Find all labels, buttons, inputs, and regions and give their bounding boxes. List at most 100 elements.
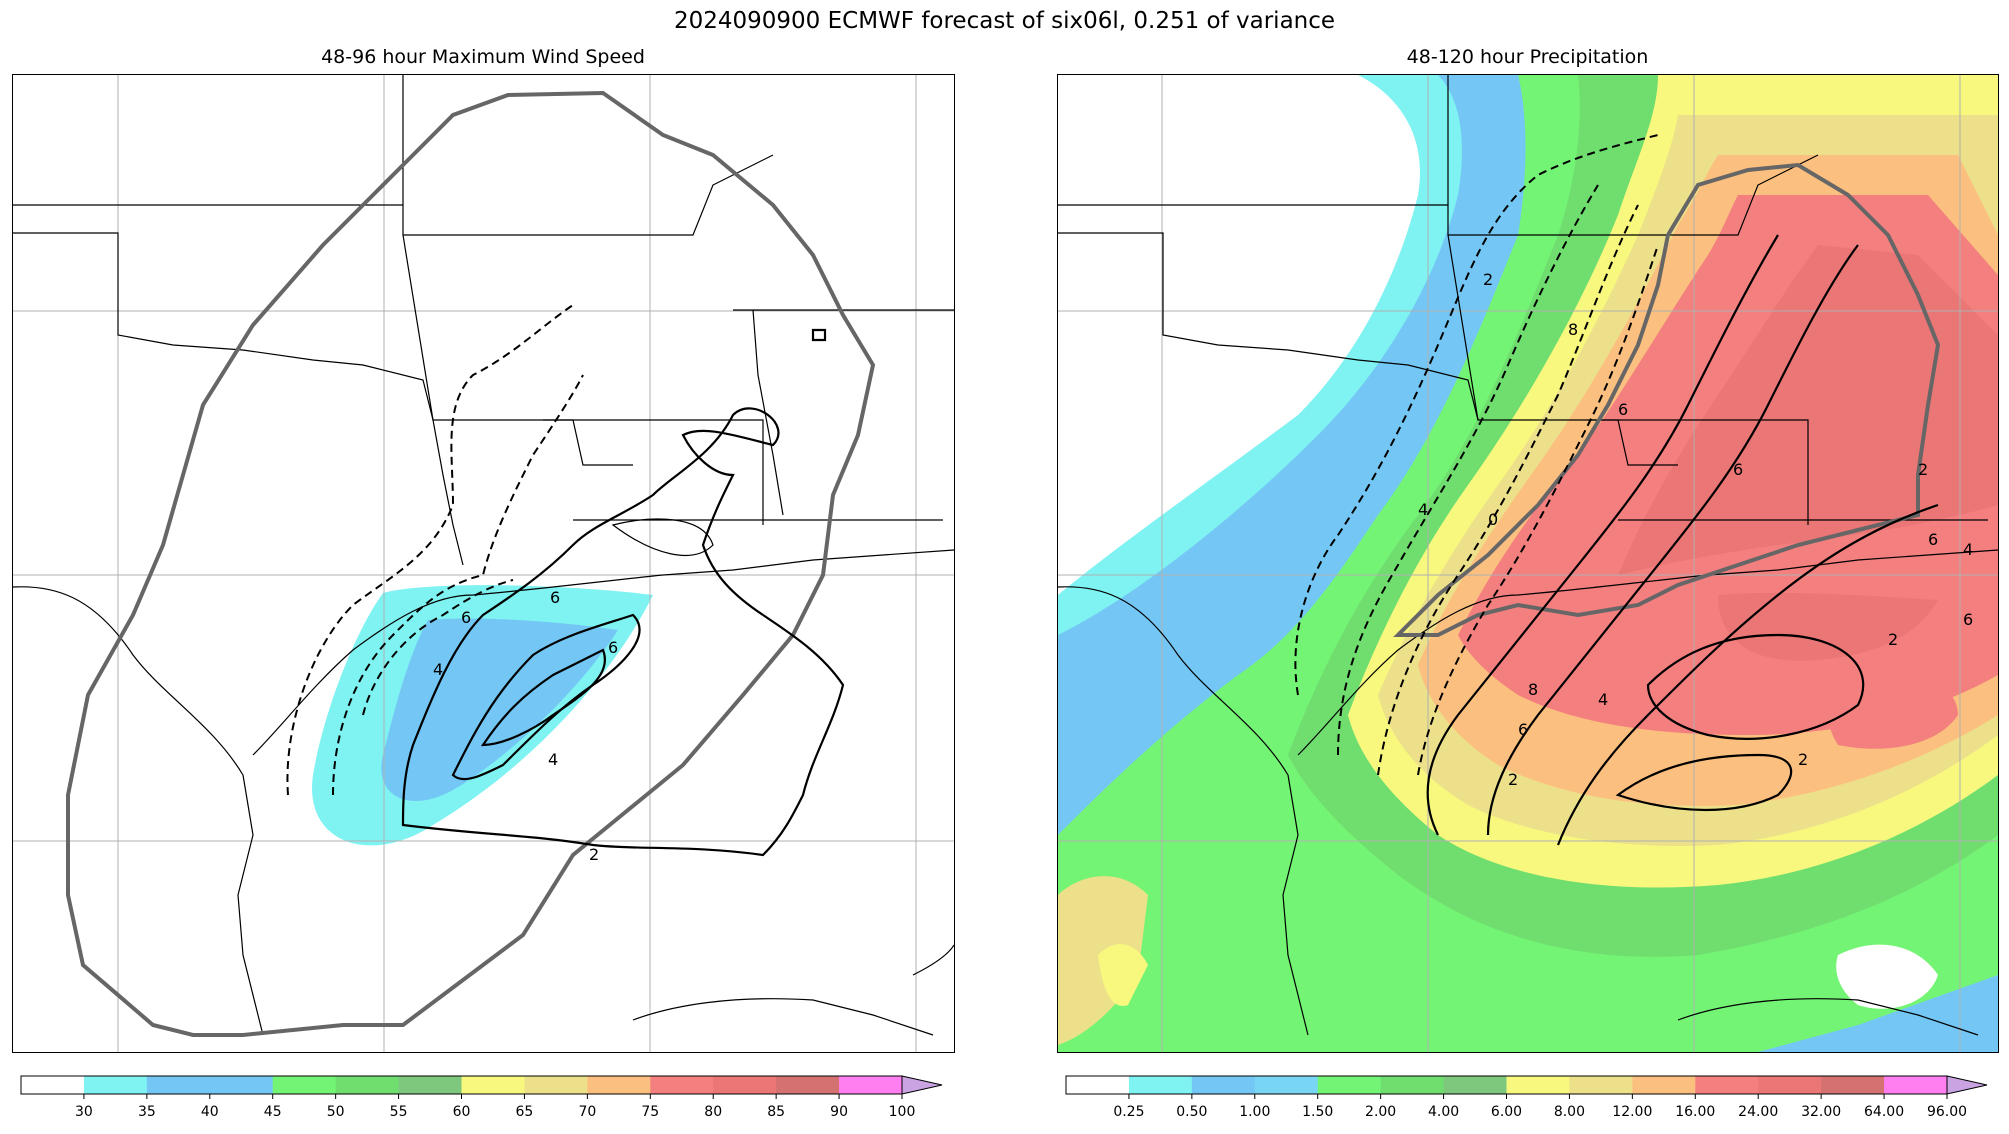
wind-colorbar-segment	[776, 1076, 840, 1094]
precip-colorbar-segment	[1317, 1076, 1382, 1094]
precip-contour-label: 0	[1488, 510, 1498, 529]
precip-colorbar-segment	[1821, 1076, 1885, 1094]
precip-solid-contours	[1426, 234, 1939, 846]
precip-contour-label: 6	[1518, 720, 1528, 739]
precip-colorbar-tick-label: 24.00	[1738, 1104, 1778, 1120]
precip-contour-label: 4	[1418, 500, 1428, 519]
wind-contour-label: 2	[589, 845, 599, 864]
wind-colorbar-segment	[21, 1076, 85, 1094]
wind-colorbar-tick-label: 70	[578, 1104, 596, 1120]
wind-colorbar-segment	[839, 1076, 903, 1094]
wind-colorbar-segment	[209, 1076, 274, 1094]
precip-colorbar: 0.25 0.50 1.00 1.50 2.00 4.00 6.00 8.00 12.00 16.…	[1065, 1075, 1988, 1126]
precip-colorbar-tick-label: 64.00	[1864, 1104, 1904, 1120]
precip-dashed-contours	[1294, 134, 1659, 776]
precip-contour-label: 2	[1508, 770, 1518, 789]
precip-colorbar-tick-label: 1.50	[1302, 1104, 1333, 1120]
precip-colorbar-tick-label: 96.00	[1927, 1104, 1967, 1120]
precip-colorbar-segment	[1506, 1076, 1570, 1094]
precip-colorbar-tick-label: 16.00	[1675, 1104, 1715, 1120]
wind-contour-label: 6	[461, 608, 471, 627]
wind-colorbar-segment	[146, 1076, 211, 1094]
wind-colorbar-tick-label: 35	[138, 1104, 156, 1120]
wind-colorbar-tick-label: 40	[201, 1104, 219, 1120]
wind-colorbar-segment	[524, 1076, 588, 1094]
precip-colorbar-segment	[1569, 1076, 1633, 1094]
precip-colorbar-tick-label: 8.00	[1554, 1104, 1585, 1120]
wind-colorbar-tick-label: 30	[75, 1104, 93, 1120]
precip-colorbar-segment	[1695, 1076, 1759, 1094]
precip-gridlines	[1058, 75, 1998, 1052]
wind-colorbar-segment	[461, 1076, 525, 1094]
precip-colorbar-tick-label: 12.00	[1612, 1104, 1652, 1120]
precip-contour-label: 2	[1918, 460, 1928, 479]
wind-contour-label: 6	[550, 588, 560, 607]
precip-colorbar-tick-label: 1.00	[1239, 1104, 1270, 1120]
wind-speed-shading	[312, 585, 653, 846]
wind-borders	[13, 75, 954, 1036]
precip-colorbar-tick-label: 4.00	[1428, 1104, 1459, 1120]
precip-colorbar-segment	[1066, 1076, 1130, 1094]
wind-colorbar-segment	[272, 1076, 337, 1094]
precip-contour-label: 6	[1618, 400, 1628, 419]
precip-shading	[1058, 75, 1998, 1052]
wind-panel-title: 48-96 hour Maximum Wind Speed	[321, 46, 645, 68]
precip-contour-label: 8	[1568, 320, 1578, 339]
wind-contour-label: 4	[433, 660, 443, 679]
wind-colorbar-extend-arrow	[901, 1075, 943, 1095]
precip-colorbar-segment	[1632, 1076, 1696, 1094]
precip-panel-title: 48-120 hour Precipitation	[1406, 46, 1649, 68]
wind-colorbar-tick-label: 60	[453, 1104, 471, 1120]
wind-colorbar-tick-label: 55	[390, 1104, 408, 1120]
precip-contour-label: 6	[1733, 460, 1743, 479]
precip-contour-labels: 2 8 4 0 6 8 4 6 2 2 6 4 2 6 2 6	[1418, 270, 1973, 789]
wind-colorbar-tick-label: 45	[264, 1104, 282, 1120]
wind-contour-label: 4	[548, 750, 558, 769]
wind-colorbar-tick-label: 90	[830, 1104, 848, 1120]
precip-colorbar-tick-label: 0.50	[1176, 1104, 1207, 1120]
wind-colorbar-segment	[713, 1076, 777, 1094]
precip-contour-label: 2	[1798, 750, 1808, 769]
precip-contour-label: 2	[1483, 270, 1493, 289]
wind-colorbar-tick-label: 85	[767, 1104, 785, 1120]
wind-cone-outline	[66, 90, 876, 1037]
wind-colorbar-segment	[83, 1076, 148, 1094]
precip-colorbar-segment	[1191, 1076, 1256, 1094]
precip-colorbar-tick-label: 0.25	[1113, 1104, 1144, 1120]
wind-contour-label: 6	[608, 638, 618, 657]
precip-contour-label: 2	[1888, 630, 1898, 649]
figure-title: 2024090900 ECMWF forecast of six06l, 0.2…	[673, 8, 1336, 34]
wind-dashed-contours	[286, 304, 584, 796]
precip-contour-label: 4	[1963, 540, 1973, 559]
wind-colorbar-tick-label: 75	[641, 1104, 659, 1120]
wind-colorbar-tick-label: 50	[327, 1104, 345, 1120]
wind-contour-labels: 6 4 6 6 4 2	[433, 588, 618, 864]
precip-cone-outline	[1393, 162, 1941, 637]
wind-colorbar-segment	[398, 1076, 462, 1094]
precip-colorbar-segment	[1758, 1076, 1822, 1094]
precip-colorbar-segment	[1443, 1076, 1507, 1094]
wind-colorbar: 30 35 40 45 50 55 60 65 70 75 80 85 90 100	[20, 1075, 943, 1126]
wind-gridlines	[13, 75, 954, 1052]
wind-colorbar-segment	[650, 1076, 714, 1094]
wind-colorbar-tick-label: 65	[516, 1104, 534, 1120]
precip-colorbar-segment	[1254, 1076, 1319, 1094]
precip-contour-label: 6	[1963, 610, 1973, 629]
wind-colorbar-segment	[335, 1076, 400, 1094]
wind-solid-contours	[401, 328, 845, 857]
precip-colorbar-extend-arrow	[1946, 1075, 1988, 1095]
precip-colorbar-tick-label: 32.00	[1801, 1104, 1841, 1120]
precip-contour-label: 6	[1928, 530, 1938, 549]
precip-borders	[1058, 75, 1998, 1036]
precip-colorbar-segment	[1380, 1076, 1445, 1094]
wind-colorbar-segment	[587, 1076, 651, 1094]
precip-colorbar-segment	[1884, 1076, 1948, 1094]
precip-contour-label: 8	[1528, 680, 1538, 699]
wind-colorbar-tick-label: 100	[889, 1104, 916, 1120]
wind-map: 6 4 6 6 4 2	[12, 74, 955, 1053]
precip-colorbar-tick-label: 2.00	[1365, 1104, 1396, 1120]
precip-map: 2 8 4 0 6 8 4 6 2 2 6 4 2 6 2 6	[1057, 74, 1999, 1053]
precip-colorbar-segment	[1128, 1076, 1193, 1094]
precip-colorbar-tick-label: 6.00	[1491, 1104, 1522, 1120]
wind-colorbar-tick-label: 80	[704, 1104, 722, 1120]
